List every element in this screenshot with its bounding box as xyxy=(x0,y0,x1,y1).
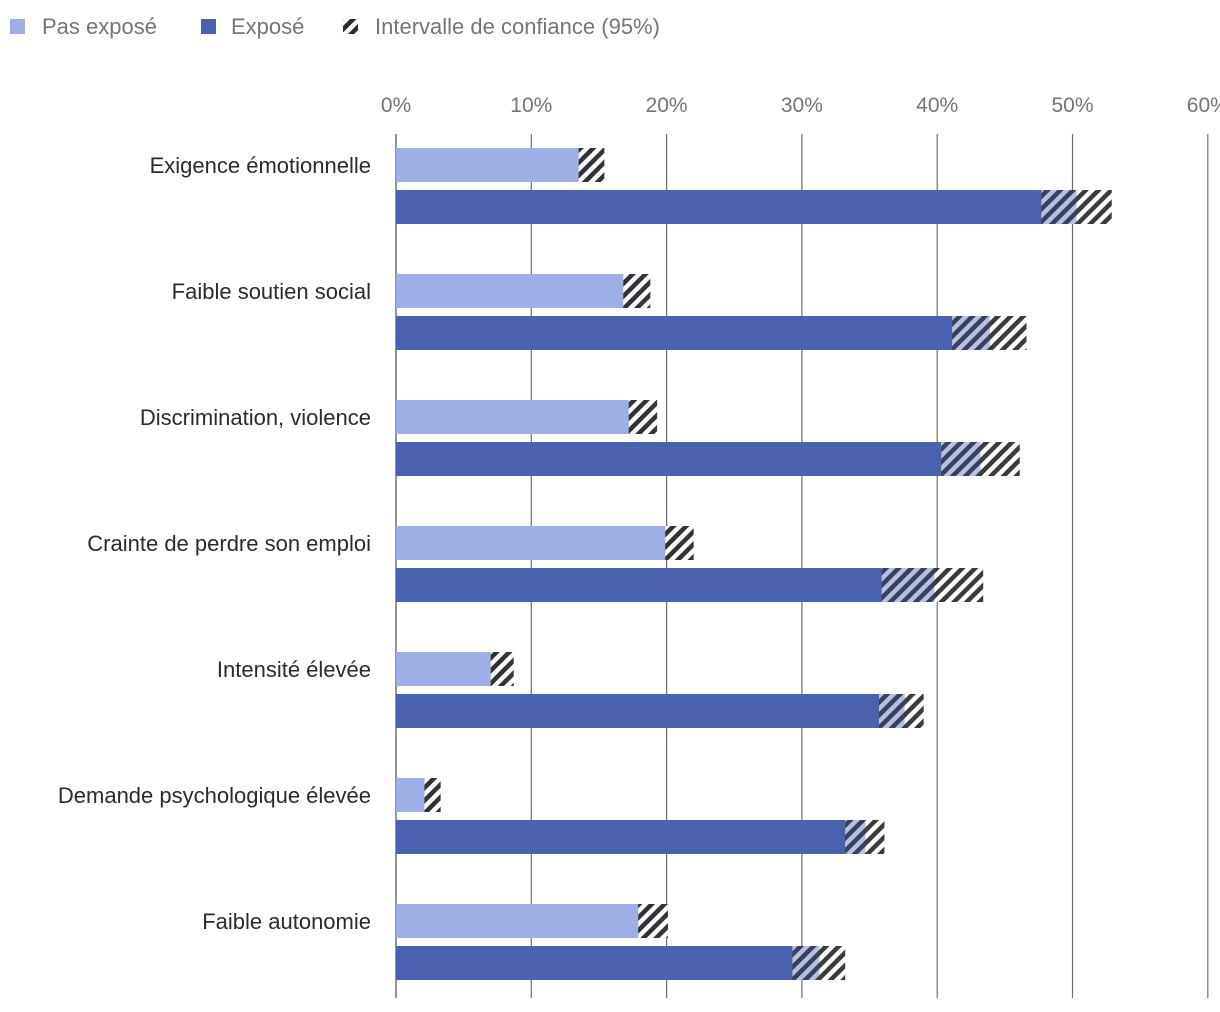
category-label: Intensité élevée xyxy=(217,657,371,682)
x-axis-ticks: 0% 10% 20% 30% 40% 50% 60% xyxy=(381,94,1220,117)
bars xyxy=(396,148,1112,980)
bar-pas-expose xyxy=(396,904,655,938)
category-label: Faible autonomie xyxy=(202,909,371,934)
ci-expose xyxy=(881,568,984,602)
category-label: Crainte de perdre son emploi xyxy=(87,531,371,556)
legend-label-ci: Intervalle de confiance (95%) xyxy=(375,14,660,39)
ci-pas-expose xyxy=(665,526,694,560)
ci-expose xyxy=(879,694,924,728)
ci-expose-inner xyxy=(952,316,990,350)
legend-label-pas-expose: Pas exposé xyxy=(42,14,157,39)
bar-expose xyxy=(396,694,905,728)
category-label: Discrimination, violence xyxy=(140,405,371,430)
bar-pas-expose xyxy=(396,526,681,560)
category-label: Faible soutien social xyxy=(172,279,371,304)
legend-label-expose: Exposé xyxy=(231,14,304,39)
ci-pas-expose xyxy=(638,904,668,938)
bar-expose xyxy=(396,442,981,476)
ci-expose-inner xyxy=(941,442,981,476)
bar-pas-expose xyxy=(396,652,505,686)
ci-pas-expose xyxy=(623,274,651,308)
ci-expose-inner xyxy=(792,946,820,980)
ci-expose xyxy=(845,820,885,854)
bar-expose xyxy=(396,568,935,602)
bar-pas-expose xyxy=(396,274,639,308)
bar-expose xyxy=(396,820,866,854)
bar-pas-expose xyxy=(396,400,645,434)
gridlines xyxy=(395,134,1209,998)
x-tick-label: 10% xyxy=(510,94,552,117)
category-labels: Exigence émotionnelle Faible soutien soci… xyxy=(58,153,371,934)
category-label: Demande psychologique élevée xyxy=(58,783,371,808)
legend-swatch-pas-expose xyxy=(10,19,25,34)
bar-expose xyxy=(396,190,1077,224)
x-tick-label: 20% xyxy=(646,94,688,117)
legend-swatch-ci xyxy=(343,19,358,34)
category-label: Exigence émotionnelle xyxy=(150,153,371,178)
ci-expose xyxy=(1041,190,1112,224)
ci-pas-expose xyxy=(578,148,605,182)
ci-expose xyxy=(952,316,1027,350)
ci-pas-expose xyxy=(424,778,441,812)
x-tick-label: 30% xyxy=(781,94,823,117)
ci-expose-inner xyxy=(879,694,905,728)
ci-pas-expose xyxy=(628,400,658,434)
ci-expose xyxy=(941,442,1020,476)
ci-expose xyxy=(792,946,846,980)
bar-expose xyxy=(396,946,820,980)
legend: Pas exposé Exposé Intervalle de confianc… xyxy=(10,14,660,39)
bar-pas-expose xyxy=(396,148,593,182)
ci-expose-inner xyxy=(1041,190,1077,224)
ci-expose-inner xyxy=(845,820,866,854)
ci-expose-inner xyxy=(881,568,935,602)
x-tick-label: 50% xyxy=(1051,94,1093,117)
ci-pas-expose xyxy=(490,652,514,686)
x-tick-label: 60% xyxy=(1187,94,1220,117)
legend-swatch-expose xyxy=(201,19,216,34)
x-tick-label: 40% xyxy=(916,94,958,117)
x-tick-label: 0% xyxy=(381,94,411,117)
bar-expose xyxy=(396,316,990,350)
